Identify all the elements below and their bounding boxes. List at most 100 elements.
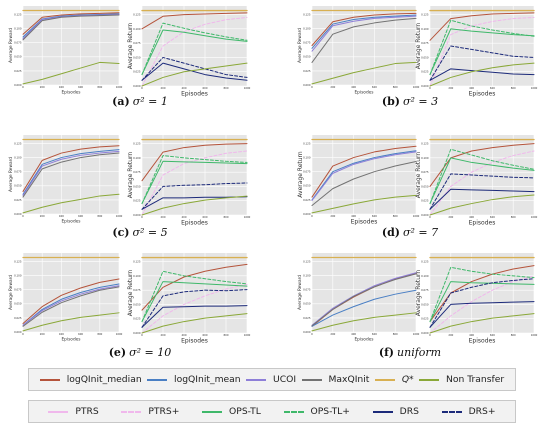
y-tick-label: 0.100	[303, 155, 311, 159]
x-tick-label: 600	[78, 332, 83, 336]
y-tick-label: 0.000	[133, 213, 141, 217]
series-line-non-transfer	[141, 313, 248, 334]
series-line-drs	[141, 62, 248, 81]
caption-f-label: (f)	[378, 345, 395, 359]
y-tick-label: 0.000	[421, 84, 429, 88]
series-line-logqinit-mean	[22, 149, 120, 195]
y-tick-label: 0.125	[303, 141, 311, 145]
series-line-ops-tl	[429, 28, 535, 76]
y-tick-label: 0.000	[133, 84, 141, 88]
x-tick-label: 1000	[531, 333, 538, 337]
series-line-logqinit-median	[22, 145, 120, 192]
legend-swatch	[39, 378, 60, 381]
y-tick-label: 0.025	[421, 199, 429, 203]
panel-e-left: 0.000 0.025 0.050 0.075 0.100 0.125 0 200 400 600…	[8, 253, 123, 343]
caption-e: (e) σ² = 10	[60, 345, 220, 359]
y-tick-label: 0.075	[133, 170, 141, 174]
caption-b: (b) σ² = 3	[330, 94, 490, 108]
y-tick-label: 0.025	[421, 317, 429, 321]
series-line-ptrs-	[141, 16, 248, 87]
y-tick-label: 0.125	[14, 259, 22, 263]
y-tick-label: 0.100	[133, 274, 141, 278]
x-tick-label: 200	[161, 333, 166, 337]
series-line-logqinit-mean	[311, 14, 417, 49]
series-line-ops-tl-	[429, 148, 535, 205]
plot-area	[430, 253, 534, 333]
plot-area	[142, 135, 247, 215]
x-tick-label: 400	[469, 86, 474, 90]
caption-d-label: (d)	[381, 225, 400, 239]
y-axis-label: Average Reward	[8, 28, 14, 63]
panel-c-left: 0.000 0.025 0.050 0.075 0.100 0.125 0 200 400 600…	[8, 135, 123, 225]
y-tick-label: 0.075	[421, 288, 429, 292]
series-line-logqinit-mean	[311, 150, 417, 201]
x-tick-label: 0	[141, 86, 143, 90]
plot-area	[430, 135, 534, 215]
x-tick-label: 800	[511, 215, 516, 219]
legend-swatch	[48, 410, 69, 413]
series-line-drs-	[429, 278, 535, 328]
y-axis-label: Average Return	[415, 270, 422, 317]
plot-area	[430, 6, 534, 86]
x-axis-label: Episodes	[61, 219, 81, 225]
series-line-non-transfer	[141, 195, 248, 216]
x-axis-label: Episodes	[469, 91, 496, 98]
series-line-non-transfer	[311, 194, 417, 214]
x-tick-label: 400	[351, 332, 356, 336]
x-tick-label: 800	[224, 333, 229, 337]
series-line-non-transfer	[429, 62, 535, 87]
legend-label: DRS	[399, 406, 419, 417]
series-line-drs-	[429, 173, 535, 210]
legend-item: MaxQInit	[301, 374, 369, 385]
y-tick-label: 0.050	[133, 302, 141, 306]
y-tick-label: 0.125	[14, 141, 22, 145]
y-tick-label: 0.125	[421, 141, 429, 145]
x-tick-label: 600	[490, 215, 495, 219]
series-line-logqinit-median	[429, 143, 535, 187]
x-tick-label: 200	[330, 85, 335, 89]
y-tick-label: 0.075	[303, 170, 311, 174]
y-tick-label: 0.100	[421, 27, 429, 31]
series-line-drs	[429, 68, 535, 81]
caption-c: (c) σ² = 5	[60, 225, 220, 239]
legend-swatch	[147, 378, 168, 381]
caption-b-label: (b)	[381, 94, 400, 108]
caption-f-value: uniform	[397, 345, 442, 359]
y-tick-label: 0.025	[303, 316, 311, 320]
y-tick-label: 0.025	[133, 317, 141, 321]
series-line-ops-tl-	[141, 22, 248, 76]
y-tick-label: 0.075	[14, 41, 22, 45]
x-tick-label: 400	[59, 85, 64, 89]
x-axis-label: Episodes	[469, 338, 496, 345]
series-line-non-transfer	[429, 313, 535, 334]
x-tick-label: 0	[22, 332, 24, 336]
x-tick-label: 600	[490, 333, 495, 337]
x-tick-label: 600	[78, 214, 83, 218]
y-tick-label: 0.000	[303, 83, 311, 87]
legend-label: Non Transfer	[446, 374, 505, 385]
y-tick-label: 0.025	[14, 316, 22, 320]
series-line-ptrs-	[429, 16, 535, 87]
y-tick-label: 0.100	[133, 156, 141, 160]
x-tick-label: 800	[224, 86, 229, 90]
y-tick-label: 0.025	[133, 199, 141, 203]
y-tick-label: 0.000	[303, 212, 311, 216]
y-tick-label: 0.100	[303, 26, 311, 30]
caption-d-value: σ² = 7	[402, 225, 439, 239]
caption-a-label: (a)	[112, 94, 130, 108]
caption-a-value: σ² = 1	[132, 94, 168, 108]
y-tick-label: 0.050	[303, 55, 311, 59]
series-line-ptrs-	[141, 283, 248, 334]
x-tick-label: 800	[393, 214, 398, 218]
y-tick-label: 0.100	[14, 273, 22, 277]
x-tick-label: 200	[40, 85, 45, 89]
x-tick-label: 600	[203, 86, 208, 90]
x-tick-label: 800	[224, 215, 229, 219]
x-tick-label: 800	[393, 85, 398, 89]
y-tick-label: 0.100	[14, 155, 22, 159]
legend-item: DRS+	[441, 406, 496, 417]
y-axis-label: Average Return	[127, 152, 134, 199]
series-line-logqinit-mean	[311, 289, 417, 327]
x-tick-label: 800	[97, 85, 102, 89]
